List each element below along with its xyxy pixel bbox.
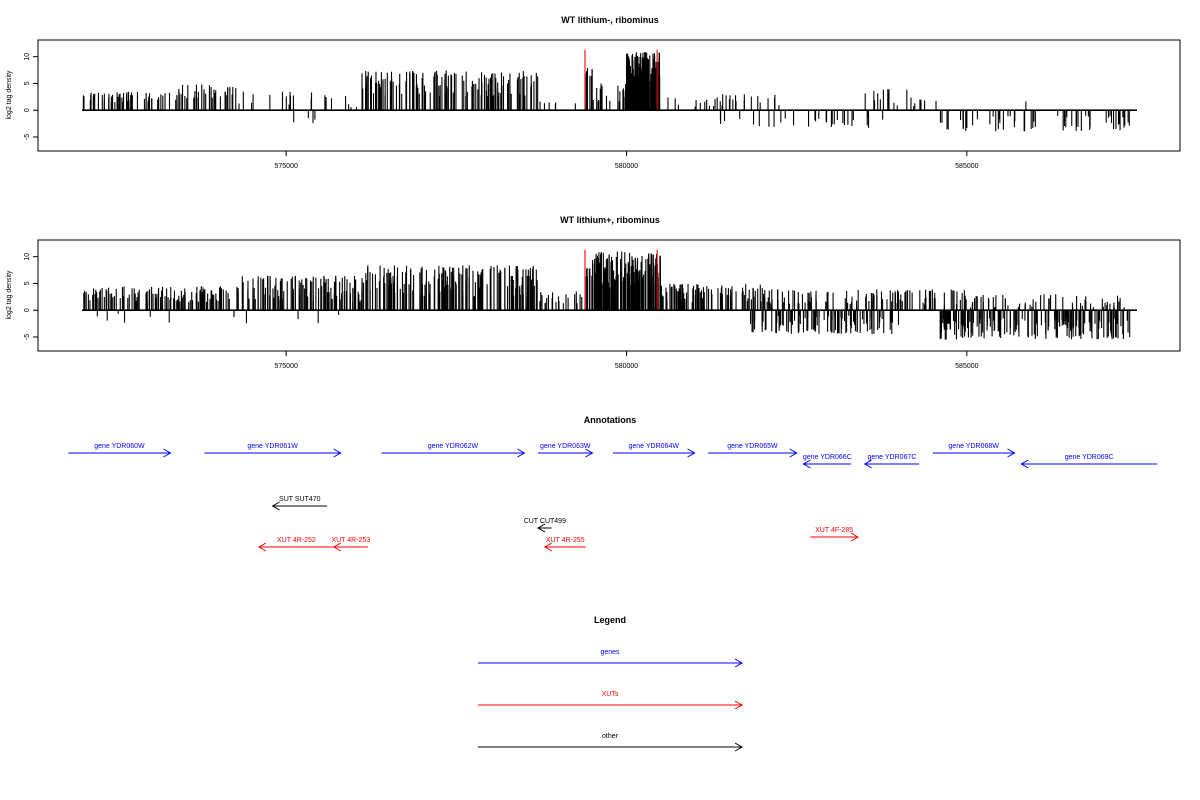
feature-arrow (537, 523, 552, 533)
annotation-feature: SUT SUT470 (271, 496, 328, 511)
legend-item: XUTs (478, 691, 744, 710)
legend: Legend genes XUTs other (478, 615, 744, 752)
feature-label: gene YDR068W (948, 443, 999, 450)
y-axis-label: log2 tag density (6, 70, 13, 120)
x-tick-label: 585000 (955, 363, 978, 370)
feature-arrow (932, 448, 1016, 458)
signal-bars (82, 249, 1137, 340)
plot-frame (37, 39, 1181, 152)
annotation-feature: gene YDR065W (708, 443, 798, 458)
x-tick-label: 575000 (275, 163, 298, 170)
feature-label: gene YDR065W (727, 443, 778, 450)
feature-arrow (708, 448, 798, 458)
annotation-feature: gene YDR067C (863, 454, 920, 469)
feature-label: SUT SUT470 (279, 496, 321, 503)
feature-label: CUT CUT499 (524, 518, 566, 525)
feature-label: gene YDR066C (803, 454, 852, 461)
x-tick-label: 585000 (955, 163, 978, 170)
feature-arrow (1020, 459, 1157, 469)
y-tick-label: 10 (24, 53, 31, 61)
annotation-feature: gene YDR063W (538, 443, 594, 458)
legend-title: Legend (594, 615, 626, 625)
legend-label: XUTs (602, 691, 619, 698)
annotation-feature: XUT 4R-255 (543, 537, 586, 552)
legend-item: genes (478, 649, 744, 668)
legend-arrow (478, 742, 744, 752)
feature-arrow (271, 501, 328, 511)
feature-arrow (810, 532, 859, 542)
y-tick-label: 0 (24, 108, 31, 112)
annotation-feature: gene YDR066C (802, 454, 852, 469)
x-tick-label: 575000 (275, 363, 298, 370)
x-axis: 575000 580000 585000 (275, 351, 979, 370)
feature-arrow (802, 459, 852, 469)
feature-arrow (612, 448, 696, 458)
panel-title: WT lithium-, ribominus (561, 15, 659, 25)
legend-items: genes XUTs other (478, 649, 744, 752)
x-axis: 575000 580000 585000 (275, 151, 979, 170)
legend-label: genes (600, 649, 620, 656)
annotation-feature: gene YDR064W (612, 443, 696, 458)
feature-label: gene YDR063W (540, 443, 591, 450)
annotation-feature: gene YDR060W (68, 443, 172, 458)
feature-arrow (257, 542, 334, 552)
x-tick-label: 580000 (615, 163, 638, 170)
legend-item: other (478, 733, 744, 752)
legend-arrow (478, 700, 744, 710)
y-tick-label: 0 (24, 308, 31, 312)
x-tick-label: 580000 (615, 363, 638, 370)
legend-label: other (602, 733, 619, 740)
feature-label: gene YDR067C (868, 454, 917, 461)
y-tick-label: 5 (24, 281, 31, 285)
feature-label: gene YDR061W (247, 443, 298, 450)
y-axis: -5 0 5 10 (24, 53, 38, 140)
annotation-feature: CUT CUT499 (524, 518, 566, 533)
feature-label: XUT 4R-252 (277, 537, 316, 544)
y-axis: -5 0 5 10 (24, 253, 38, 340)
track-panel-lithium-plus: WT lithium+, ribominus log2 tag density … (6, 215, 1181, 370)
feature-arrow (381, 448, 526, 458)
annotation-feature: gene YDR069C (1020, 454, 1157, 469)
annotations-track: Annotations gene YDR060W gene YDR061W gene… (68, 415, 1157, 552)
feature-label: gene YDR062W (428, 443, 479, 450)
panel-title: WT lithium+, ribominus (560, 215, 660, 225)
annotation-feature: gene YDR068W (932, 443, 1016, 458)
signal-bars (82, 49, 1137, 132)
feature-label: gene YDR064W (629, 443, 680, 450)
y-tick-label: -5 (24, 334, 31, 340)
annotation-feature: XUT 4F-285 (810, 527, 859, 542)
y-axis-label: log2 tag density (6, 270, 13, 320)
feature-arrow (543, 542, 586, 552)
feature-arrow (332, 542, 368, 552)
feature-arrow (863, 459, 920, 469)
annotation-feature: XUT 4R-252 (257, 537, 334, 552)
plot-frame (37, 239, 1181, 352)
annotation-features: gene YDR060W gene YDR061W gene YDR062W gene… (68, 443, 1157, 552)
annotations-title: Annotations (584, 415, 637, 425)
y-tick-label: 10 (24, 253, 31, 261)
track-panel-lithium-minus: WT lithium-, ribominus log2 tag density … (6, 15, 1181, 170)
annotation-feature: gene YDR061W (204, 443, 342, 458)
feature-label: XUT 4R-255 (546, 537, 585, 544)
legend-arrow (478, 658, 744, 668)
feature-label: XUT 4R-253 (331, 537, 370, 544)
y-tick-label: 5 (24, 81, 31, 85)
annotation-feature: gene YDR062W (381, 443, 526, 458)
y-tick-label: -5 (24, 134, 31, 140)
feature-label: gene YDR069C (1065, 454, 1114, 461)
feature-label: gene YDR060W (94, 443, 145, 450)
feature-arrow (538, 448, 594, 458)
feature-arrow (68, 448, 172, 458)
feature-arrow (204, 448, 342, 458)
feature-label: XUT 4F-285 (815, 527, 853, 534)
annotation-feature: XUT 4R-253 (331, 537, 370, 552)
